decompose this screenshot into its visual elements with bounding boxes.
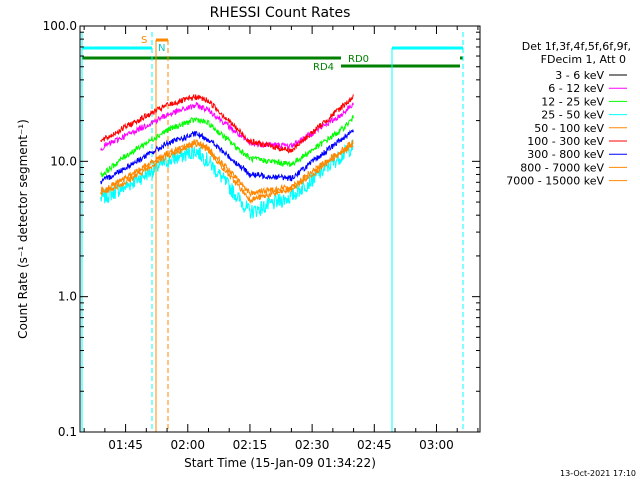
x-axis-label: Start Time (15-Jan-09 01:34:22) — [184, 456, 376, 470]
x-tick-label: 01:45 — [108, 438, 143, 452]
series-line-25-50kev — [100, 139, 354, 219]
x-tick-label: 03:00 — [419, 438, 454, 452]
series-line-12-25kev — [100, 114, 354, 178]
flag-label-s: S — [141, 35, 147, 46]
x-tick-label: 02:15 — [233, 438, 268, 452]
series-line-100-300kev — [100, 94, 354, 154]
x-tick-label: 02:00 — [170, 438, 205, 452]
x-axis: 01:45 02:00 02:15 02:30 02:45 03:00 — [83, 26, 479, 452]
legend: Det 1f,3f,4f,5f,6f,9f, FDecim 1, Att 0 3… — [506, 40, 631, 188]
y-tick-label: 10.0 — [50, 154, 77, 168]
legend-detector-info-2: FDecim 1, Att 0 — [541, 53, 626, 66]
series-line-6-12kev — [100, 101, 354, 151]
timestamp: 13-Oct-2021 17:10 — [560, 469, 636, 478]
series-line-800-7000kev — [100, 138, 354, 198]
flag-label-rd0: RD0 — [348, 54, 369, 65]
plot-frame — [79, 25, 481, 433]
flag-label-n: N — [158, 43, 165, 54]
status-flags: S N RD0 RD4 — [82, 35, 463, 73]
y-axis: 0.1 1.0 10.0 100.0 — [43, 19, 480, 439]
legend-detector-info-1: Det 1f,3f,4f,5f,6f,9f, — [522, 40, 631, 53]
series-line-300-800kev — [100, 128, 354, 185]
chart-title: RHESSI Count Rates — [210, 5, 351, 21]
x-tick-label: 02:45 — [357, 438, 392, 452]
y-axis-label: Count Rate (s⁻¹ detector segment⁻¹) — [16, 119, 30, 339]
flag-label-rd4: RD4 — [313, 62, 334, 73]
legend-entry-label: 12 - 25 keV — [541, 95, 604, 108]
series-layer — [100, 94, 354, 219]
series-line-50-100kev — [100, 139, 354, 205]
legend-entry-label: 300 - 800 keV — [527, 148, 604, 161]
x-tick-label: 02:30 — [295, 438, 330, 452]
legend-entry-label: 25 - 50 keV — [541, 109, 604, 122]
legend-entry-label: 6 - 12 keV — [548, 82, 604, 95]
legend-entry-label: 800 - 7000 keV — [520, 161, 604, 174]
y-tick-label: 1.0 — [58, 290, 77, 304]
legend-entry-label: 7000 - 15000 keV — [506, 175, 604, 188]
y-tick-label: 0.1 — [58, 425, 77, 439]
y-tick-label: 100.0 — [43, 19, 77, 33]
legend-entry-label: 3 - 6 keV — [555, 69, 604, 82]
legend-entry-label: 50 - 100 keV — [534, 122, 604, 135]
legend-entry-label: 100 - 300 keV — [527, 135, 604, 148]
